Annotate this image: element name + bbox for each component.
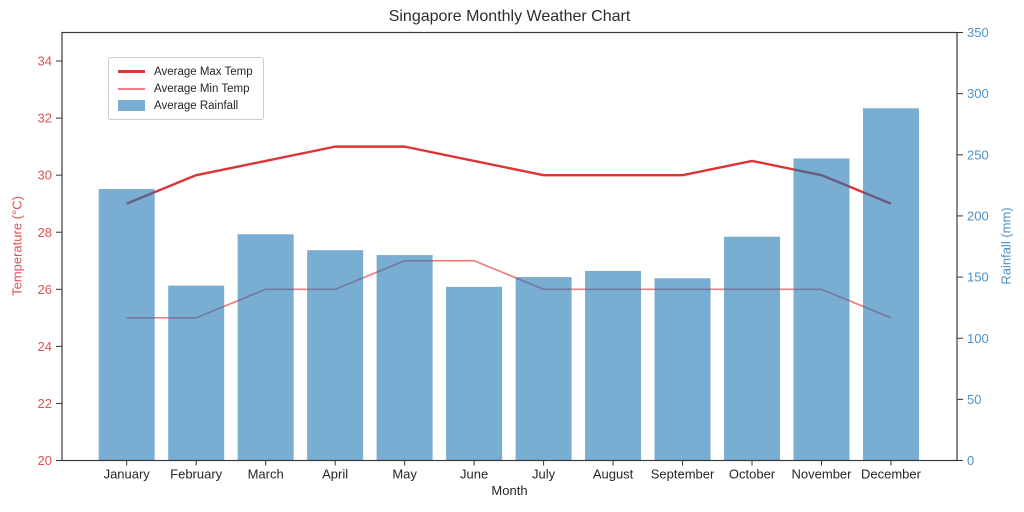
rainfall-bar	[376, 255, 433, 461]
temp-tick-label: 20	[38, 453, 52, 468]
max-temp-line	[126, 145, 892, 205]
rainfall-bar	[446, 286, 503, 461]
axes-spines	[61, 31, 958, 462]
month-tick-label: April	[322, 467, 348, 482]
temp-tick-label: 24	[38, 339, 52, 354]
month-tick-label: June	[460, 467, 488, 482]
max-temp-line-swatch-icon	[118, 70, 145, 73]
rain-tick-label: 200	[967, 208, 989, 223]
x-axis-label: Month	[491, 483, 528, 498]
left-y-axis-label: Temperature (°C)	[9, 196, 25, 296]
rain-tick-label: 100	[967, 331, 989, 346]
temp-tick-label: 30	[38, 168, 52, 183]
legend-item-min-temp: Average Min Temp	[118, 82, 253, 95]
rain-tick-label: 300	[967, 86, 989, 101]
rainfall-bar-swatch-icon	[118, 100, 145, 111]
rain-tick-label: 0	[967, 453, 974, 468]
month-tick-label: March	[248, 467, 284, 482]
rainfall-bar	[307, 250, 364, 461]
month-tick-label: November	[792, 467, 853, 482]
legend-label: Average Min Temp	[154, 82, 250, 95]
right-y-axis-label: Rainfall (mm)	[998, 207, 1014, 285]
legend-label: Average Rainfall	[154, 99, 239, 112]
chart-title: Singapore Monthly Weather Chart	[388, 8, 631, 25]
temp-tick-label: 32	[38, 111, 52, 126]
rain-tick-label: 50	[967, 392, 981, 407]
month-tick-label: July	[532, 467, 556, 482]
temp-tick-label: 26	[38, 282, 52, 297]
legend-item-rainfall: Average Rainfall	[118, 99, 253, 112]
legend-item-max-temp: Average Max Temp	[118, 65, 253, 78]
temp-tick-label: 28	[38, 225, 52, 240]
month-tick-label: May	[392, 467, 417, 482]
chart-legend: Average Max Temp Average Min Temp Averag…	[108, 57, 264, 120]
legend-label: Average Max Temp	[154, 65, 253, 78]
rainfall-bar	[862, 108, 919, 461]
rainfall-bar	[237, 234, 294, 461]
rainfall-bar	[98, 189, 155, 461]
rain-tick-label: 250	[967, 147, 989, 162]
temp-tick-label: 22	[38, 396, 52, 411]
rainfall-bar	[168, 285, 225, 461]
month-tick-label: October	[729, 467, 776, 482]
rainfall-bar	[515, 277, 572, 461]
month-tick-label: February	[170, 467, 223, 482]
month-tick-label: August	[593, 467, 634, 482]
rainfall-bar	[654, 278, 711, 461]
month-tick-label: September	[651, 467, 715, 482]
month-tick-label: December	[861, 467, 922, 482]
temp-tick-label: 34	[38, 54, 52, 69]
rain-tick-label: 150	[967, 270, 989, 285]
month-tick-label: January	[104, 467, 151, 482]
rainfall-bar	[585, 270, 642, 461]
min-temp-line-swatch-icon	[118, 87, 145, 90]
rain-tick-label: 350	[967, 25, 989, 40]
rainfall-bar	[724, 236, 781, 461]
rainfall-bar	[793, 158, 850, 461]
